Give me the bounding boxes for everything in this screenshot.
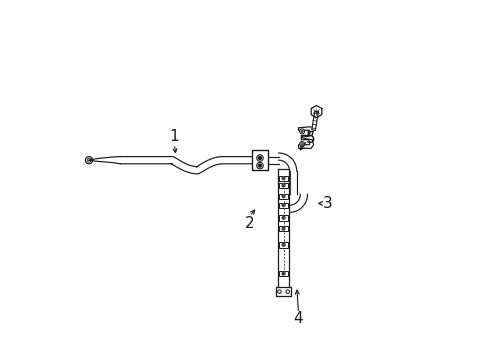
Polygon shape <box>310 105 321 118</box>
Circle shape <box>282 216 285 219</box>
Circle shape <box>256 155 263 161</box>
Text: 3: 3 <box>322 196 331 211</box>
Bar <box>279 194 287 199</box>
Circle shape <box>285 290 289 293</box>
Polygon shape <box>289 194 307 212</box>
Circle shape <box>282 195 285 198</box>
Bar <box>279 183 287 188</box>
Circle shape <box>258 164 261 167</box>
Circle shape <box>282 243 285 246</box>
Polygon shape <box>277 169 288 288</box>
Bar <box>279 242 287 248</box>
Circle shape <box>282 227 285 230</box>
Text: 5: 5 <box>305 131 315 146</box>
Polygon shape <box>298 127 313 148</box>
Bar <box>279 176 287 181</box>
Circle shape <box>258 157 261 159</box>
Circle shape <box>282 177 285 180</box>
Text: 2: 2 <box>244 216 254 231</box>
Circle shape <box>299 129 304 134</box>
Circle shape <box>277 290 281 293</box>
Polygon shape <box>89 157 120 164</box>
Circle shape <box>282 272 285 275</box>
Bar <box>279 271 287 276</box>
Circle shape <box>299 141 304 147</box>
Text: 4: 4 <box>293 311 303 326</box>
Circle shape <box>256 162 263 169</box>
Circle shape <box>301 143 303 145</box>
Polygon shape <box>289 171 296 194</box>
Polygon shape <box>311 111 318 130</box>
Circle shape <box>301 130 303 132</box>
Circle shape <box>282 204 285 207</box>
Polygon shape <box>278 153 296 171</box>
Circle shape <box>282 184 285 187</box>
Bar <box>279 226 287 231</box>
Polygon shape <box>268 157 278 164</box>
Bar <box>279 202 287 208</box>
Polygon shape <box>120 157 260 174</box>
Bar <box>279 215 287 220</box>
Text: 1: 1 <box>169 129 179 144</box>
Bar <box>251 150 268 170</box>
Bar <box>275 287 291 296</box>
